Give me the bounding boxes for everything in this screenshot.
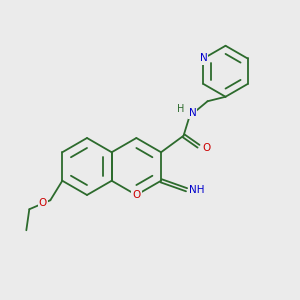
Text: O: O	[39, 198, 47, 208]
Text: N: N	[200, 53, 207, 64]
Text: O: O	[202, 143, 210, 153]
Text: N: N	[189, 108, 196, 118]
Text: H: H	[177, 104, 184, 114]
Text: O: O	[132, 190, 140, 200]
Text: NH: NH	[189, 185, 204, 195]
